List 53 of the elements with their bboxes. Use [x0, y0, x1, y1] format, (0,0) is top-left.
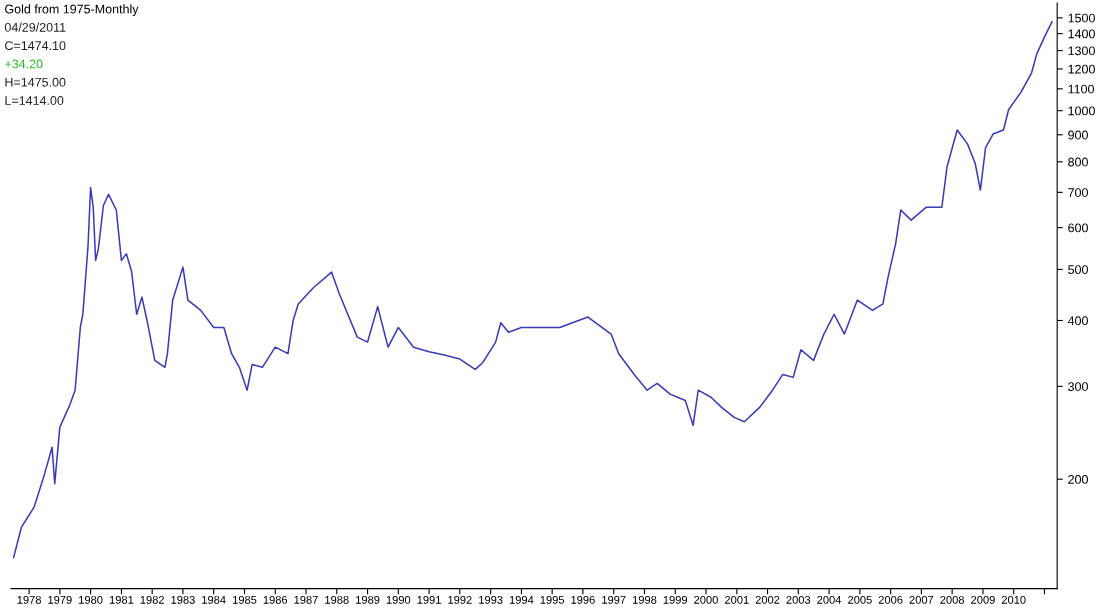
y-tick-label: 1200: [1068, 64, 1095, 74]
x-tick-label: 1987: [294, 595, 318, 604]
chart-title: Gold from 1975-Monthly: [5, 4, 139, 16]
y-tick-label: 700: [1068, 188, 1088, 197]
x-tick-label: 1993: [479, 595, 503, 604]
x-tick-label: 1979: [48, 595, 72, 604]
y-tick-label: 600: [1068, 223, 1088, 233]
x-tick-label: 1990: [386, 595, 411, 604]
y-tick-label: 1500: [1068, 13, 1095, 23]
x-tick-label: 2002: [755, 595, 780, 604]
x-tick-label: 2006: [878, 595, 903, 604]
x-tick-label: 2000: [694, 595, 718, 604]
x-tick-label: 1983: [171, 595, 195, 604]
x-tick-label: 1978: [17, 595, 41, 604]
y-tick-label: 400: [1067, 316, 1088, 326]
annotation: +34.20: [5, 59, 43, 69]
x-tick-label: 2001: [725, 595, 749, 604]
x-tick-label: 1986: [263, 595, 288, 604]
x-tick-label: 1981: [109, 595, 134, 604]
y-tick-label: 300: [1068, 382, 1088, 391]
x-tick-label: 2003: [786, 595, 811, 604]
y-tick-label: 1000: [1068, 106, 1095, 116]
y-tick-label: 200: [1068, 474, 1088, 484]
x-tick-label: 1985: [232, 595, 257, 604]
x-tick-label: 1997: [602, 595, 626, 604]
x-tick-label: 1984: [202, 595, 226, 604]
annotation: H=1475.00: [5, 77, 66, 87]
x-tick-label: 1980: [79, 595, 103, 604]
x-tick-label: 2005: [848, 595, 872, 604]
x-tick-label: 1988: [325, 595, 349, 604]
x-tick-label: 1999: [663, 595, 688, 604]
x-tick-label: 1994: [509, 595, 534, 604]
x-tick-label: 2007: [909, 595, 934, 604]
y-tick-label: 900: [1068, 130, 1088, 140]
x-tick-label: 2009: [971, 595, 995, 604]
y-tick-label: 1100: [1068, 84, 1094, 94]
y-tick-label: 800: [1068, 157, 1088, 167]
y-tick-label: 1300: [1068, 46, 1095, 56]
annotation: 04/29/2011: [4, 22, 66, 32]
y-tick-label: 500: [1068, 265, 1088, 275]
x-tick-label: 1982: [140, 595, 164, 604]
x-tick-label: 1998: [632, 595, 657, 604]
x-tick-label: 2010: [1001, 595, 1026, 604]
x-tick-label: 1992: [448, 595, 472, 604]
annotation: C=1474.10: [5, 41, 66, 51]
x-tick-label: 2004: [817, 595, 842, 604]
x-tick-label: 1989: [356, 595, 380, 604]
x-tick-label: 1995: [540, 595, 565, 604]
annotation: L=1414.00: [5, 96, 64, 105]
x-tick-label: 1996: [571, 595, 595, 604]
y-tick-label: 1400: [1068, 29, 1095, 39]
x-tick-label: 2008: [940, 595, 965, 604]
x-tick-label: 1991: [417, 595, 441, 604]
